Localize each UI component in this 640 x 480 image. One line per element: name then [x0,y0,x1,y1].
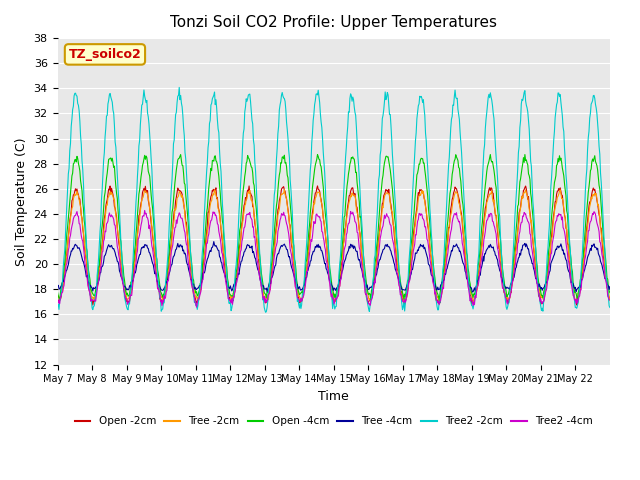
Line: Open -2cm: Open -2cm [58,186,610,305]
Tree -4cm [210,239,218,244]
Open -2cm [314,183,321,189]
Line: Tree -4cm: Tree -4cm [58,241,610,292]
Tree -2cm [268,270,276,276]
Open -4cm [56,298,63,303]
Tree2 -2cm [392,215,400,221]
Tree -2cm [248,197,255,203]
Tree -2cm [54,296,61,301]
Open -4cm [606,290,614,296]
Tree2 -4cm [606,297,614,303]
Text: TZ_soilco2: TZ_soilco2 [68,48,141,61]
Tree2 -4cm [269,261,277,267]
Tree2 -4cm [423,236,431,242]
Open -2cm [573,302,580,308]
Open -4cm [248,165,256,170]
Open -2cm [118,274,126,279]
Tree -4cm [118,276,126,282]
Line: Tree -2cm: Tree -2cm [58,190,610,304]
Tree -2cm [220,251,228,257]
Open -2cm [392,243,399,249]
Tree -4cm [468,289,476,295]
Line: Tree2 -2cm: Tree2 -2cm [58,87,610,312]
Tree2 -4cm [221,276,229,281]
X-axis label: Time: Time [318,390,349,403]
Open -2cm [220,254,228,260]
Tree2 -2cm [175,84,183,90]
Tree -2cm [470,301,477,307]
Open -4cm [269,246,276,252]
Tree -2cm [606,298,614,303]
Tree -4cm [422,251,430,256]
Tree2 -4cm [54,299,61,305]
Open -2cm [606,294,614,300]
Tree2 -2cm [606,305,614,311]
Tree2 -2cm [262,310,269,315]
Tree -2cm [118,271,126,277]
Tree -2cm [422,208,430,214]
Tree -4cm [392,266,399,272]
Open -4cm [221,244,228,250]
Line: Open -4cm: Open -4cm [58,155,610,300]
Tree2 -2cm [54,303,61,309]
Title: Tonzi Soil CO2 Profile: Upper Temperatures: Tonzi Soil CO2 Profile: Upper Temperatur… [170,15,497,30]
Open -4cm [54,289,61,295]
Open -2cm [422,209,430,215]
Line: Tree2 -4cm: Tree2 -4cm [58,210,610,307]
Tree -4cm [54,283,61,289]
Tree2 -2cm [248,117,256,123]
Tree -4cm [606,284,614,289]
Tree2 -2cm [423,154,431,159]
Tree2 -2cm [269,207,277,213]
Open -2cm [54,297,61,302]
Open -4cm [392,219,399,225]
Y-axis label: Soil Temperature (C): Soil Temperature (C) [15,137,28,265]
Legend: Open -2cm, Tree -2cm, Open -4cm, Tree -4cm, Tree2 -2cm, Tree2 -4cm: Open -2cm, Tree -2cm, Open -4cm, Tree -4… [70,412,597,431]
Tree2 -2cm [221,237,228,243]
Tree2 -4cm [392,261,400,266]
Tree2 -2cm [118,263,126,269]
Open -2cm [268,264,276,270]
Tree -4cm [248,243,256,249]
Tree -2cm [280,187,288,192]
Open -4cm [119,264,127,270]
Tree2 -4cm [118,278,126,284]
Open -4cm [486,152,494,157]
Tree2 -4cm [249,224,257,230]
Open -4cm [422,180,430,185]
Tree2 -4cm [193,304,200,310]
Tree2 -4cm [141,207,148,213]
Open -2cm [248,192,255,198]
Tree -4cm [269,272,276,278]
Tree -4cm [221,271,228,276]
Tree -2cm [392,241,399,247]
